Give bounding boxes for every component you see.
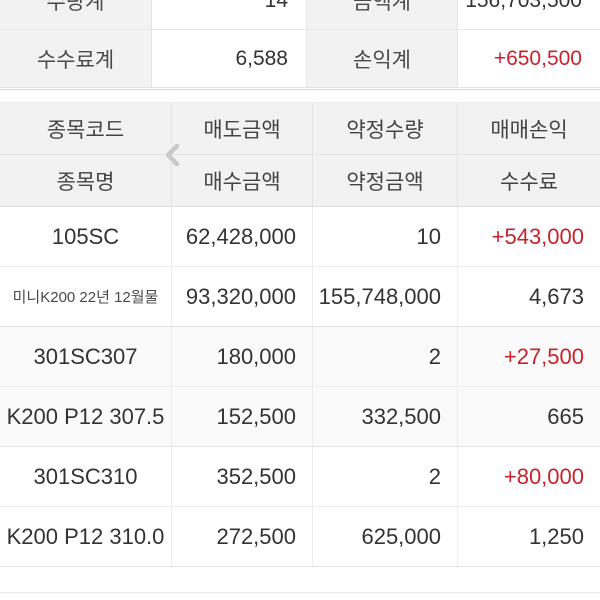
table-bottom-edge bbox=[0, 567, 600, 593]
cell-trade-pnl: +27,500 bbox=[503, 343, 584, 369]
cell-fee: 1,250 bbox=[528, 523, 584, 549]
table-header: 종목코드 매도금액 약정수량 매매손익 종목명 매수금액 약정금액 수수료 bbox=[0, 103, 600, 207]
table-row-primary: 105SC 62,428,000 10 +543,000 bbox=[0, 207, 600, 267]
table-row-primary: 301SC307 180,000 2 +27,500 bbox=[0, 327, 600, 387]
cell-buy-amount: 152,500 bbox=[172, 387, 313, 446]
cell-contract-amount: 332,500 bbox=[313, 387, 458, 446]
cell-stock-code: 105SC bbox=[0, 207, 172, 266]
table-header-row-secondary: 종목명 매수금액 약정금액 수수료 bbox=[0, 155, 600, 207]
column-header-contract-quantity[interactable]: 약정수량 bbox=[313, 103, 458, 154]
cell-trade-pnl: +80,000 bbox=[503, 463, 584, 489]
cell-stock-code: 301SC307 bbox=[0, 327, 172, 386]
summary-row-quantity-amount: 수량계 14 금액계 156,703,500 bbox=[0, 0, 600, 30]
cell-fee: 665 bbox=[547, 403, 584, 429]
table-header-row-primary: 종목코드 매도금액 약정수량 매매손익 bbox=[0, 103, 600, 155]
column-header-stock-name[interactable]: 종목명 bbox=[0, 155, 172, 206]
cell-stock-name: 미니K200 22년 12월물 bbox=[0, 267, 172, 326]
cell-buy-amount: 93,320,000 bbox=[172, 267, 313, 326]
cell-trade-pnl: +543,000 bbox=[491, 223, 584, 249]
table-row-secondary: K200 P12 310.0 272,500 625,000 1,250 bbox=[0, 507, 600, 567]
column-header-fee[interactable]: 수수료 bbox=[500, 170, 558, 194]
cell-buy-amount: 272,500 bbox=[172, 507, 313, 566]
cell-sell-amount: 62,428,000 bbox=[172, 207, 313, 266]
summary-label-amount-total: 금액계 bbox=[307, 0, 458, 29]
column-header-contract-amount[interactable]: 약정금액 bbox=[313, 155, 458, 206]
table-row-secondary: 미니K200 22년 12월물 93,320,000 155,748,000 4… bbox=[0, 267, 600, 327]
table-row-secondary: K200 P12 307.5 152,500 332,500 665 bbox=[0, 387, 600, 447]
summary-value-quantity-total: 14 bbox=[152, 0, 307, 29]
cell-contract-quantity: 10 bbox=[313, 207, 458, 266]
table-row-primary: 301SC310 352,500 2 +80,000 bbox=[0, 447, 600, 507]
cell-sell-amount: 180,000 bbox=[172, 327, 313, 386]
cell-stock-code: 301SC310 bbox=[0, 447, 172, 506]
table-body: 105SC 62,428,000 10 +543,000 미니K200 22년 … bbox=[0, 207, 600, 593]
cell-stock-name: K200 P12 307.5 bbox=[0, 387, 172, 446]
cell-stock-name: K200 P12 310.0 bbox=[0, 507, 172, 566]
holdings-table: 종목코드 매도금액 약정수량 매매손익 종목명 매수금액 약정금액 수수료 bbox=[0, 103, 600, 593]
cell-sell-amount: 352,500 bbox=[172, 447, 313, 506]
summary-label-fee-total: 수수료계 bbox=[0, 30, 152, 87]
table-row[interactable]: 301SC310 352,500 2 +80,000 K200 P12 310.… bbox=[0, 447, 600, 567]
summary-value-fee-total: 6,588 bbox=[152, 30, 307, 87]
table-row[interactable]: 301SC307 180,000 2 +27,500 K200 P12 307.… bbox=[0, 327, 600, 447]
summary-label-quantity-total: 수량계 bbox=[0, 0, 152, 29]
column-header-sell-amount[interactable]: 매도금액 bbox=[172, 103, 313, 154]
summary-section: 수량계 14 금액계 156,703,500 수수료계 6,588 손익계 +6… bbox=[0, 0, 600, 88]
cell-contract-quantity: 2 bbox=[313, 447, 458, 506]
table-row[interactable]: 105SC 62,428,000 10 +543,000 미니K200 22년 … bbox=[0, 207, 600, 327]
summary-row-fee-pnl: 수수료계 6,588 손익계 +650,500 bbox=[0, 30, 600, 88]
column-header-trade-pnl[interactable]: 매매손익 bbox=[490, 118, 568, 142]
section-divider-band bbox=[0, 89, 600, 103]
cell-fee: 4,673 bbox=[528, 283, 584, 309]
summary-value-pnl-total: +650,500 bbox=[458, 30, 600, 87]
cell-contract-amount: 155,748,000 bbox=[313, 267, 458, 326]
cell-contract-quantity: 2 bbox=[313, 327, 458, 386]
summary-value-amount-total: 156,703,500 bbox=[458, 0, 600, 29]
cell-contract-amount: 625,000 bbox=[313, 507, 458, 566]
summary-label-pnl-total: 손익계 bbox=[307, 30, 458, 87]
column-header-buy-amount[interactable]: 매수금액 bbox=[172, 155, 313, 206]
column-header-stock-code[interactable]: 종목코드 bbox=[0, 103, 172, 154]
